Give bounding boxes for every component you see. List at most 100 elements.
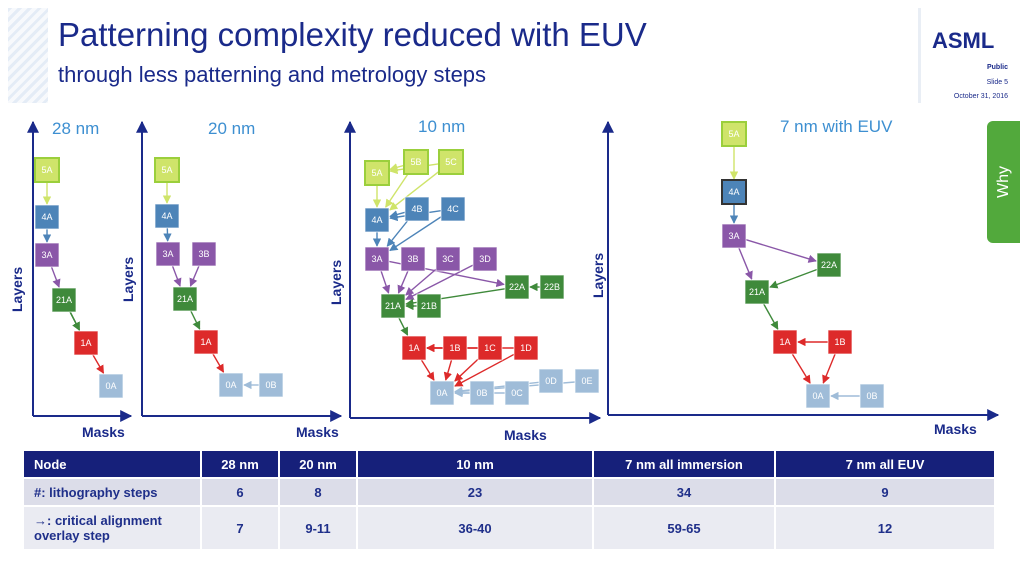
node-label: 21B <box>421 301 437 311</box>
node-box <box>504 380 530 406</box>
flow-arrow-22A-to-21A <box>769 268 818 289</box>
flow-arrow-3A-to-21A <box>171 265 182 287</box>
node-box <box>401 335 427 361</box>
node-box <box>513 335 539 361</box>
comparison-table: Node 28 nm 20 nm 10 nm 7 nm all immersio… <box>22 449 996 551</box>
classification-label: Public <box>986 64 1008 71</box>
node-box <box>364 246 390 272</box>
header-divider <box>918 8 921 103</box>
node-7-nm-with-EUV-5A: 5A <box>721 121 747 147</box>
table-row: →: critical alignment overlay step 7 9-1… <box>24 507 994 549</box>
x-axis-label-10nm: Masks <box>504 427 547 443</box>
table-cell: →: critical alignment overlay step <box>24 507 200 549</box>
node-10-nm-1A: 1A <box>401 335 427 361</box>
node-20-nm-0B: 0B <box>258 372 284 398</box>
node-label: 0B <box>476 388 487 398</box>
table-header: 7 nm all EUV <box>776 451 994 477</box>
node-10-nm-0E: 0E <box>574 368 600 394</box>
node-box <box>805 383 831 409</box>
node-box <box>416 293 442 319</box>
node-box <box>380 293 406 319</box>
table-cell: 9-11 <box>280 507 356 549</box>
node-10-nm-3C: 3C <box>435 246 461 272</box>
node-box <box>172 286 198 312</box>
node-label: 1C <box>484 343 496 353</box>
node-10-nm-4C: 4C <box>440 196 466 222</box>
process-flow-diagrams: 28 nm 20 nm 10 nm 7 nm with EUV Layers L… <box>9 117 1000 443</box>
node-label: 0B <box>866 391 877 401</box>
node-label: 21A <box>56 295 72 305</box>
node-10-nm-3A: 3A <box>364 246 390 272</box>
node-box <box>73 330 99 356</box>
table-cell: 59-65 <box>594 507 774 549</box>
node-box <box>539 274 565 300</box>
node-10-nm-5C: 5C <box>438 149 464 175</box>
node-label: 5A <box>728 129 739 139</box>
node-28-nm-21A: 21A <box>51 287 77 313</box>
node-box <box>34 157 60 183</box>
node-box <box>435 246 461 272</box>
node-label: 1A <box>779 337 790 347</box>
node-label: 5A <box>41 165 52 175</box>
flow-arrow-21A-to-1A <box>190 310 201 330</box>
flow-arrow-21A-to-1A <box>398 317 409 336</box>
node-label: 5A <box>371 168 382 178</box>
diagram-7nm-axes <box>602 120 1000 421</box>
node-box <box>429 380 455 406</box>
node-10-nm-4B: 4B <box>404 196 430 222</box>
node-label: 4A <box>371 215 382 225</box>
node-label: 4A <box>161 211 172 221</box>
node-label: 3A <box>41 250 52 260</box>
table-cell: 36-40 <box>358 507 592 549</box>
node-label: 0A <box>436 388 447 398</box>
node-box <box>472 246 498 272</box>
node-7-nm-with-EUV-22A: 22A <box>816 252 842 278</box>
why-tab[interactable]: Why <box>987 121 1020 243</box>
node-box <box>438 149 464 175</box>
x-axis-label-7nm: Masks <box>934 421 977 437</box>
node-20-nm-0A: 0A <box>218 372 244 398</box>
node-box <box>440 196 466 222</box>
node-10-nm-0B: 0B <box>469 380 495 406</box>
flow-arrow-21A-to-1A <box>763 303 779 330</box>
node-label: 0B <box>265 380 276 390</box>
node-7-nm-with-EUV-4A: 4A <box>721 179 747 205</box>
flow-arrow-3B-to-21A <box>189 265 200 287</box>
node-10-nm-22B: 22B <box>539 274 565 300</box>
table-cell: #: lithography steps <box>24 479 200 505</box>
node-box <box>574 368 600 394</box>
node-10-nm-0D: 0D <box>538 368 564 394</box>
node-box <box>538 368 564 394</box>
node-box <box>859 383 885 409</box>
node-label: 1A <box>408 343 419 353</box>
node-label: 21A <box>177 294 193 304</box>
node-label: 0A <box>812 391 823 401</box>
node-box <box>721 223 747 249</box>
node-7-nm-with-EUV-1A: 1A <box>772 329 798 355</box>
node-28-nm-1A: 1A <box>73 330 99 356</box>
table-row: #: lithography steps 6 8 23 34 9 <box>24 479 994 505</box>
flow-arrow-5B-to-4A <box>385 173 409 208</box>
y-axis-label-28nm: Layers <box>9 267 25 312</box>
node-label: 1A <box>200 337 211 347</box>
node-box <box>218 372 244 398</box>
table-header: 28 nm <box>202 451 278 477</box>
node-label: 1D <box>520 343 532 353</box>
flow-arrow-1A-to-0A <box>791 353 811 384</box>
node-label: 1A <box>80 338 91 348</box>
diagram-20nm-axes <box>136 120 343 422</box>
process-nodes: 5A 4A 3A 21A 1A 0A 5A 4A 3A 3B 21A 1A 0A 0B 5A 5B 5C 4A 4B… <box>34 121 885 409</box>
node-box <box>772 329 798 355</box>
node-label: 3A <box>371 254 382 264</box>
node-10-nm-3D: 3D <box>472 246 498 272</box>
table-header-row: Node 28 nm 20 nm 10 nm 7 nm all immersio… <box>24 451 994 477</box>
node-10-nm-21A: 21A <box>380 293 406 319</box>
node-box <box>34 242 60 268</box>
node-label: 0D <box>545 376 557 386</box>
node-label: 5A <box>161 165 172 175</box>
diagram-title-28nm: 28 nm <box>52 119 99 138</box>
node-label: 1B <box>834 337 845 347</box>
node-box <box>404 196 430 222</box>
node-7-nm-with-EUV-3A: 3A <box>721 223 747 249</box>
diagram-title-20nm: 20 nm <box>208 119 255 138</box>
